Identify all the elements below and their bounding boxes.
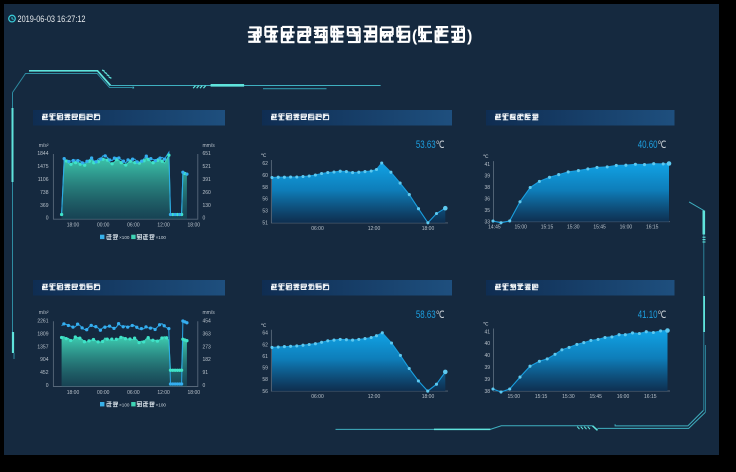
svg-text:×100: ×100 — [119, 403, 130, 408]
svg-text:06:00: 06:00 — [311, 226, 324, 232]
svg-text:0: 0 — [203, 216, 206, 222]
svg-text:454: 454 — [203, 319, 212, 325]
svg-text:06:00: 06:00 — [127, 223, 140, 229]
svg-text:38: 38 — [484, 389, 490, 395]
svg-text:452: 452 — [40, 370, 49, 376]
svg-text:60: 60 — [262, 173, 268, 179]
svg-text:18:00: 18:00 — [422, 394, 435, 400]
svg-text:58: 58 — [262, 185, 268, 191]
svg-text:16:15: 16:15 — [644, 394, 657, 400]
svg-text:12:00: 12:00 — [157, 390, 170, 396]
svg-text:18:00: 18:00 — [188, 390, 201, 396]
svg-text:18:00: 18:00 — [188, 223, 201, 229]
svg-text:m/s²: m/s² — [39, 310, 49, 316]
svg-text:0: 0 — [46, 216, 49, 222]
svg-text:12:00: 12:00 — [368, 394, 381, 400]
svg-text:62: 62 — [262, 342, 268, 348]
svg-text:369: 369 — [40, 203, 49, 209]
svg-text:15:30: 15:30 — [567, 225, 580, 231]
svg-text:×100: ×100 — [156, 403, 167, 408]
svg-text:62: 62 — [262, 161, 268, 167]
svg-text:58: 58 — [262, 377, 268, 383]
svg-text:1357: 1357 — [37, 344, 48, 350]
svg-text:738: 738 — [40, 190, 49, 196]
svg-text:0: 0 — [46, 383, 49, 389]
svg-text:12:00: 12:00 — [157, 223, 170, 229]
svg-text:℃: ℃ — [261, 323, 267, 329]
svg-text:39: 39 — [484, 173, 490, 179]
svg-text:39: 39 — [484, 365, 490, 371]
svg-text:0: 0 — [203, 383, 206, 389]
svg-text:1475: 1475 — [37, 164, 48, 170]
svg-text:1809: 1809 — [37, 331, 48, 337]
svg-text:41: 41 — [484, 162, 490, 168]
svg-text:58.63℃: 58.63℃ — [416, 309, 445, 321]
svg-text:36: 36 — [484, 197, 490, 203]
svg-text:15:45: 15:45 — [589, 394, 602, 400]
svg-text:15:30: 15:30 — [562, 394, 575, 400]
svg-text:182: 182 — [203, 357, 212, 363]
svg-text:39: 39 — [484, 377, 490, 383]
svg-text:12:00: 12:00 — [368, 226, 381, 232]
svg-text:mm/s: mm/s — [203, 310, 216, 316]
svg-text:mm/s: mm/s — [203, 143, 216, 149]
svg-text:00:00: 00:00 — [97, 223, 110, 229]
svg-text:℃: ℃ — [261, 153, 267, 159]
svg-text:18:00: 18:00 — [67, 223, 80, 229]
svg-text:53: 53 — [262, 209, 268, 215]
svg-text:40: 40 — [484, 353, 490, 359]
svg-text:91: 91 — [203, 370, 209, 376]
svg-text:40.60℃: 40.60℃ — [638, 139, 667, 151]
svg-text:15:15: 15:15 — [541, 225, 554, 231]
svg-text:41.10℃: 41.10℃ — [638, 309, 667, 321]
svg-text:260: 260 — [203, 190, 212, 196]
svg-text:2261: 2261 — [37, 319, 48, 325]
svg-text:40: 40 — [484, 341, 490, 347]
svg-text:℃: ℃ — [483, 322, 489, 328]
svg-text:06:00: 06:00 — [127, 390, 140, 396]
svg-text:×100: ×100 — [156, 235, 167, 240]
svg-text:38: 38 — [484, 185, 490, 191]
svg-text:904: 904 — [40, 357, 49, 363]
svg-text:1844: 1844 — [37, 151, 48, 157]
svg-text:m/s²: m/s² — [39, 143, 49, 149]
svg-text:2019-06-03 16:27:12: 2019-06-03 16:27:12 — [18, 14, 86, 24]
svg-text:64: 64 — [262, 331, 268, 337]
svg-text:06:00: 06:00 — [311, 394, 324, 400]
svg-text:18:00: 18:00 — [422, 226, 435, 232]
svg-text:1106: 1106 — [38, 177, 49, 183]
svg-text:61: 61 — [262, 354, 268, 360]
svg-text:363: 363 — [203, 331, 212, 337]
svg-text:15:00: 15:00 — [514, 225, 527, 231]
svg-text:521: 521 — [203, 164, 212, 170]
svg-text:56: 56 — [262, 197, 268, 203]
svg-text:651: 651 — [203, 151, 212, 157]
svg-text:16:15: 16:15 — [646, 225, 659, 231]
svg-text:130: 130 — [203, 203, 212, 209]
svg-text:59: 59 — [262, 366, 268, 372]
svg-text:14:45: 14:45 — [488, 225, 501, 231]
svg-text:16:00: 16:00 — [617, 394, 630, 400]
svg-text:51: 51 — [262, 221, 268, 227]
svg-text:15:15: 15:15 — [535, 394, 548, 400]
svg-text:): ) — [467, 28, 472, 45]
svg-text:35: 35 — [484, 208, 490, 214]
svg-text:×100: ×100 — [119, 235, 130, 240]
svg-text:391: 391 — [203, 177, 212, 183]
svg-text:℃: ℃ — [483, 154, 489, 160]
svg-text:00:00: 00:00 — [97, 390, 110, 396]
svg-text:56: 56 — [262, 389, 268, 395]
svg-text:41: 41 — [484, 329, 490, 335]
svg-text:18:00: 18:00 — [67, 390, 80, 396]
svg-text:53.63℃: 53.63℃ — [416, 139, 445, 151]
svg-text:16:00: 16:00 — [620, 225, 633, 231]
svg-text:(: ( — [412, 28, 418, 45]
svg-text:15:00: 15:00 — [508, 394, 521, 400]
svg-text:33: 33 — [484, 220, 490, 226]
svg-text:273: 273 — [203, 344, 212, 350]
svg-text:15:45: 15:45 — [593, 225, 606, 231]
